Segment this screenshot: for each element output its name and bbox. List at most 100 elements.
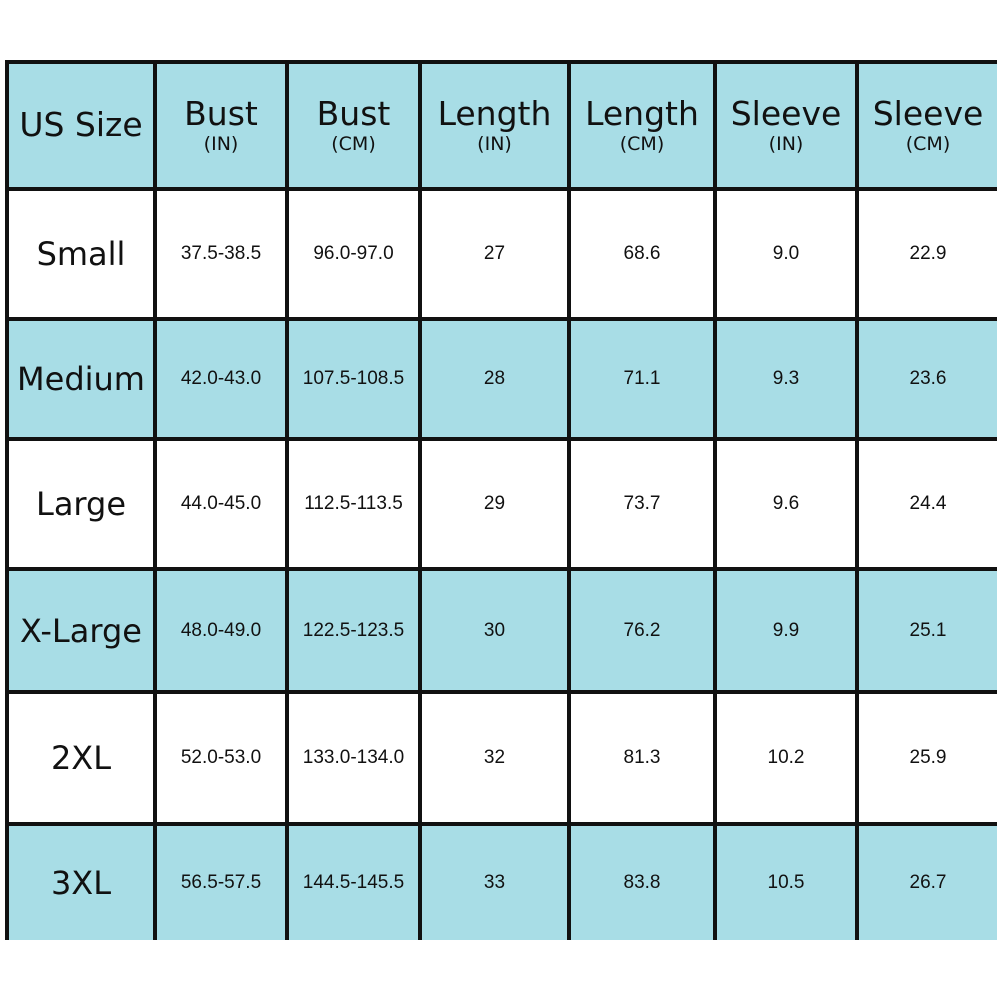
measurement: 23.6 [909, 368, 947, 389]
header-unit: (IN) [203, 132, 239, 155]
table-cell: Sleeve (CM) [859, 64, 997, 187]
table-cell: 28 [422, 321, 567, 437]
size-chart: US Size Bust (IN) Bust (CM) Length (IN) Length(… [5, 60, 997, 940]
table-cell: Sleeve (IN) [717, 64, 855, 187]
header-name: Length [585, 94, 699, 134]
measurement: 96.0-97.0 [313, 243, 394, 264]
measurement: 10.2 [767, 747, 805, 768]
measurement: 9.0 [772, 243, 800, 264]
table-cell: 9.6 [717, 441, 855, 567]
table-cell: 122.5-123.5 [289, 571, 418, 690]
measurement: 37.5-38.5 [180, 243, 262, 264]
measurement: 73.7 [623, 493, 661, 514]
measurement: 26.7 [909, 872, 947, 893]
table-cell: 33 [422, 826, 567, 940]
table-cell: Length (CM) [571, 64, 713, 187]
table-cell: US Size [9, 64, 153, 187]
table-cell: 37.5-38.5 [157, 191, 285, 317]
size-label: 3XL [50, 864, 112, 902]
table-cell: 42.0-43.0 [157, 321, 285, 437]
table-cell: 68.6 [571, 191, 713, 317]
header-unit: (IN) [768, 132, 804, 155]
table-cell: Bust (IN) [157, 64, 285, 187]
size-label: Small [36, 235, 126, 273]
measurement: 76.2 [623, 619, 661, 641]
measurement: 107.5-108.5 [302, 368, 405, 389]
table-cell: 22.9 [859, 191, 997, 317]
measurement: 28 [483, 368, 506, 389]
table-cell: 9.0 [717, 191, 855, 317]
measurement: 24.4 [909, 493, 947, 514]
table-cell: 25.1 [859, 571, 997, 690]
table-cell: 26.7 [859, 826, 997, 940]
table-cell: 3XL [9, 826, 153, 940]
header-name: Bust [316, 94, 391, 134]
size-label: Large [35, 485, 127, 523]
header-name: Sleeve [872, 94, 984, 134]
measurement: 83.8 [623, 872, 661, 893]
table-cell: 56.5-57.5 [157, 826, 285, 940]
table-cell: 133.0-134.0 [289, 694, 418, 822]
table-cell: Bust (CM) [289, 64, 418, 187]
size-label: 2XL [50, 739, 112, 777]
table-cell: 23.6 [859, 321, 997, 437]
measurement: 71.1 [623, 368, 661, 389]
table-cell: 9.3 [717, 321, 855, 437]
table-cell: 83.8 [571, 826, 713, 940]
size-label: Medium [17, 360, 145, 398]
measurement: 81.3 [623, 747, 661, 768]
table-cell: 71.1 [571, 321, 713, 437]
table-cell: 76.2 [571, 571, 713, 690]
measurement: 9.6 [772, 493, 800, 514]
header-unit: (IN) [477, 132, 512, 155]
measurement: 33 [483, 872, 506, 893]
table-cell: Small [9, 191, 153, 317]
table-cell: 2XL [9, 694, 153, 822]
header-name: Sleeve [730, 94, 842, 134]
measurement: 48.0-49.0 [180, 619, 262, 641]
measurement: 122.5-123.5 [302, 619, 405, 641]
measurement: 32 [483, 747, 506, 768]
measurement: 22.9 [909, 243, 947, 264]
measurement: 68.6 [623, 243, 661, 264]
table-cell: 44.0-45.0 [157, 441, 285, 567]
table-cell: 29 [422, 441, 567, 567]
header-name: US Size [19, 105, 143, 145]
measurement: 27 [483, 243, 506, 264]
measurement: 25.1 [909, 619, 947, 641]
table-cell: 52.0-53.0 [157, 694, 285, 822]
header-unit: (CM) [331, 132, 376, 155]
table-cell: 32 [422, 694, 567, 822]
measurement: 29 [483, 493, 506, 514]
measurement: 144.5-145.5 [302, 872, 405, 893]
measurement: 42.0-43.0 [180, 368, 262, 389]
table-cell: 107.5-108.5 [289, 321, 418, 437]
header-unit: (CM) [905, 132, 951, 155]
table-cell: 144.5-145.5 [289, 826, 418, 940]
table-cell: 48.0-49.0 [157, 571, 285, 690]
table-cell: 27 [422, 191, 567, 317]
table-cell: 81.3 [571, 694, 713, 822]
table-cell: 10.5 [717, 826, 855, 940]
measurement: 9.3 [772, 368, 800, 389]
header-name: Length [437, 94, 552, 134]
measurement: 9.9 [772, 619, 800, 641]
measurement: 30 [483, 619, 506, 641]
measurement: 133.0-134.0 [302, 747, 405, 768]
measurement: 112.5-113.5 [304, 493, 403, 514]
table-cell: X-Large [9, 571, 153, 690]
table-cell: 112.5-113.5 [289, 441, 418, 567]
header-name: Bust [184, 94, 258, 134]
measurement: 25.9 [909, 747, 947, 768]
table-cell: 9.9 [717, 571, 855, 690]
measurement: 56.5-57.5 [180, 872, 262, 893]
table-cell: 73.7 [571, 441, 713, 567]
table-cell: 96.0-97.0 [289, 191, 418, 317]
table-cell: Large [9, 441, 153, 567]
table-cell: 10.2 [717, 694, 855, 822]
measurement: 44.0-45.0 [180, 493, 262, 514]
table-cell: 25.9 [859, 694, 997, 822]
table-cell: Length (IN) [422, 64, 567, 187]
measurement: 10.5 [767, 872, 805, 893]
